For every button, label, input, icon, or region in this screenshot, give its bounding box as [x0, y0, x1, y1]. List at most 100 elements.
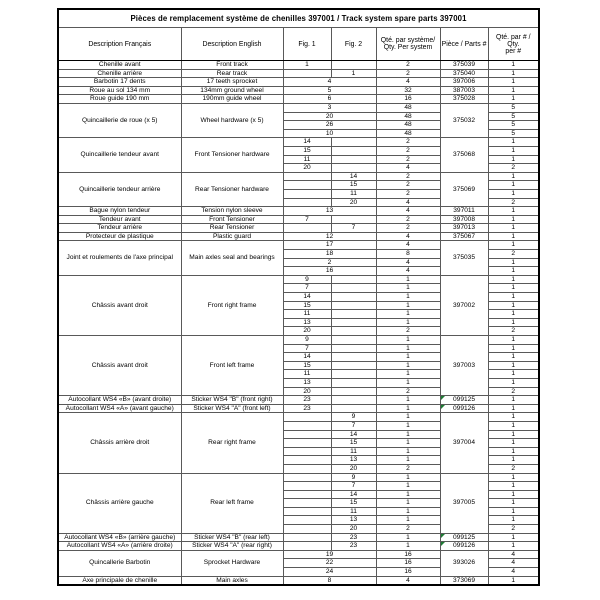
cell-description-fr: Barbotin 17 dents	[57, 77, 182, 87]
cell-qty-per-part: 1	[487, 257, 540, 268]
cell-qty-per-system: 1	[375, 369, 441, 379]
cell-qty-per-system: 16	[375, 558, 441, 569]
table-row: Quincaillerie tendeur arrière Rear Tensio…	[57, 171, 540, 208]
cell-qty-per-part: 1	[487, 266, 540, 276]
cell-fig1: 23	[282, 395, 332, 405]
cell-description-en: Tension nylon sleeve	[180, 206, 284, 216]
cell-qty-per-system: 48	[375, 102, 441, 113]
table-row: Axe principale de chenille Main axles 8 4 37…	[57, 575, 540, 586]
col-header-description-en: Description English	[180, 27, 284, 61]
cell-qty-per-system: 1	[375, 489, 441, 500]
cell-fig1	[282, 455, 332, 465]
cell-description-fr: Châssis arrière gauche	[57, 472, 182, 534]
cell-fig-merged: 19	[282, 549, 377, 560]
cell-qty-per-part: 1	[487, 309, 540, 319]
cell-qty-per-part: 1	[487, 85, 540, 96]
cell-qty-per-part: 2	[487, 249, 540, 259]
cell-fig2	[330, 386, 377, 397]
col-header-fig1: Fig. 1	[282, 27, 332, 61]
cell-fig2	[330, 335, 377, 345]
table-row: Autocollant WS4 «B» (avant droite) Sticke…	[57, 395, 540, 405]
cell-qty-per-system: 2	[375, 524, 441, 534]
cell-part-number: 375067	[439, 231, 489, 242]
cell-qty-per-part: 1	[487, 214, 540, 225]
cell-part-number: 099126	[439, 541, 489, 551]
cell-qty-per-system: 1	[375, 506, 441, 517]
cell-qty-per-system: 16	[375, 549, 441, 560]
cell-fig2: 15	[330, 498, 377, 508]
cell-qty-per-part: 2	[487, 386, 540, 397]
cell-qty-per-system: 2	[375, 188, 441, 199]
cell-qty-per-system: 2	[375, 463, 441, 474]
cell-fig2: 20	[330, 463, 377, 474]
table-row: Quincaillerie de roue (x 5) Wheel hardwar…	[57, 102, 540, 139]
cell-part-number: 397003	[439, 334, 489, 397]
cell-fig2: 11	[330, 188, 377, 199]
cell-qty-per-part: 1	[487, 223, 540, 233]
cell-description-en: Rear Tensioner hardware	[180, 171, 284, 208]
cell-fig1	[282, 498, 332, 508]
cell-qty-per-system: 1	[375, 395, 441, 405]
cell-part-number: 375068	[439, 137, 489, 173]
cell-qty-per-part: 1	[487, 352, 540, 362]
cell-fig2	[330, 326, 377, 336]
cell-qty-per-part: 5	[487, 102, 540, 113]
cell-description-fr: Châssis arrière droit	[57, 412, 182, 474]
cell-qty-per-part: 1	[487, 77, 540, 87]
cell-qty-per-system: 1	[375, 283, 441, 294]
cell-description-en: 190mm guide wheel	[180, 94, 284, 104]
cell-description-en: Rear Tensioner	[180, 223, 284, 233]
cell-description-fr: Autocollant WS4 «B» (avant droite)	[57, 395, 182, 405]
cell-qty-per-system: 2	[375, 180, 441, 190]
cell-qty-per-part: 1	[487, 206, 540, 216]
cell-qty-per-system: 2	[375, 386, 441, 397]
cell-qty-per-part: 5	[487, 111, 540, 122]
cell-fig2: 9	[330, 472, 377, 483]
cell-qty-per-part: 2	[487, 163, 540, 173]
cell-qty-per-part: 2	[487, 524, 540, 534]
corner-marker-icon	[441, 396, 445, 401]
cell-fig2: 20	[330, 524, 377, 534]
cell-part-number: 397004	[439, 412, 489, 474]
cell-qty-per-system: 1	[375, 515, 441, 526]
col-header-qty-per-part: Qté. par # / Qty. per #	[487, 27, 540, 61]
cell-fig1	[282, 472, 332, 483]
table-row: Châssis arrière droit Rear right frame 9 1 3…	[57, 412, 540, 474]
col-header-qty-per-system: Qté. par système/ Qty. Per system	[375, 27, 441, 61]
cell-qty-per-system: 2	[375, 326, 441, 336]
cell-fig1	[282, 463, 332, 474]
cell-qty-per-part: 1	[487, 335, 540, 345]
cell-qty-per-part: 4	[487, 567, 540, 577]
cell-qty-per-system: 1	[375, 429, 441, 440]
cell-qty-per-system: 1	[375, 541, 441, 551]
cell-description-en: Sticker WS4 "A" (front left)	[180, 403, 284, 414]
cell-qty-per-system: 1	[375, 343, 441, 354]
cell-qty-per-part: 2	[487, 197, 540, 208]
cell-qty-per-system: 2	[375, 171, 441, 182]
cell-part-number: 397006	[439, 77, 489, 87]
table-row: Joint et roulements de l'axe principal Ma…	[57, 240, 540, 276]
cell-fig2: 14	[330, 171, 377, 182]
cell-part-number: 393026	[439, 549, 489, 577]
cell-description-fr: Châssis avant droit	[57, 274, 182, 337]
cell-qty-per-system: 1	[375, 292, 441, 302]
cell-fig-merged: 5	[282, 85, 377, 96]
cell-qty-per-system: 1	[375, 446, 441, 457]
cell-fig2: 9	[330, 412, 377, 422]
cell-description-en: Main axles seal and bearings	[180, 240, 284, 276]
cell-fig-merged: 2	[282, 257, 377, 268]
cell-fig2	[330, 403, 377, 414]
table-row: Châssis avant droit Front left frame 9 1 397…	[57, 334, 540, 397]
cell-qty-per-part: 1	[487, 541, 540, 551]
cell-fig1	[282, 489, 332, 500]
cell-fig1	[282, 188, 332, 199]
corner-marker-icon	[441, 405, 445, 409]
table-row: Autocollant WS4 «A» (avant gauche) Sticke…	[57, 403, 540, 414]
cell-description-en: Rear left frame	[180, 472, 284, 534]
cell-qty-per-part: 1	[487, 137, 540, 147]
cell-fig1: 11	[282, 369, 332, 379]
col-header-description-fr: Description Français	[57, 27, 182, 61]
cell-fig2: 15	[330, 438, 377, 448]
table-row: Roue au sol 134 mm 134mm ground wheel 5 32 3…	[57, 85, 540, 96]
cell-qty-per-system: 1	[375, 481, 441, 491]
